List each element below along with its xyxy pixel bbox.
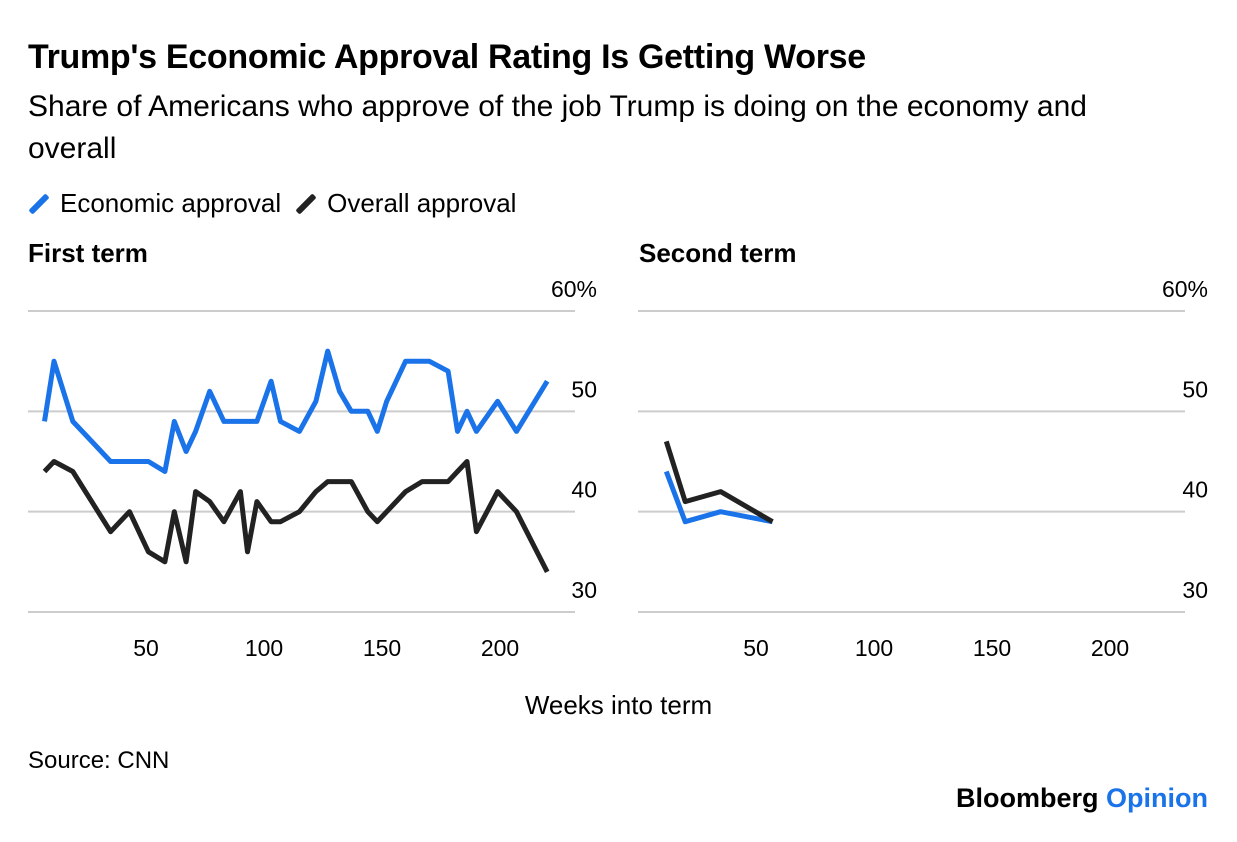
legend: Economic approval Overall approval	[28, 188, 530, 219]
x-tick-label-200: 200	[1091, 635, 1129, 661]
x-tick-label-200: 200	[481, 635, 519, 661]
series-line-economic	[663, 470, 773, 525]
panel-first-term: 30 40 50 60% 50 100 150 200	[28, 276, 597, 661]
y-tick-label-40: 40	[571, 477, 597, 503]
panel-title-first-term: First term	[28, 238, 148, 268]
legend-item-overall: Overall approval	[295, 188, 516, 219]
legend-item-economic: Economic approval	[28, 188, 281, 219]
y-tick-label-40: 40	[1182, 477, 1208, 503]
legend-label-economic: Economic approval	[60, 188, 282, 218]
chart-subtitle: Share of Americans who approve of the jo…	[28, 90, 1087, 165]
y-tick-label-30: 30	[571, 577, 597, 603]
y-tick-label-30: 30	[1182, 577, 1208, 603]
y-tick-label-50: 50	[571, 376, 597, 402]
x-tick-label-50: 50	[743, 635, 769, 661]
y-tick-label-60: 60%	[551, 276, 597, 302]
x-axis-label: Weeks into term	[524, 690, 713, 720]
x-tick-label-150: 150	[363, 635, 401, 661]
brand-logo: Bloomberg Opinion	[956, 783, 1208, 814]
brand-name: Bloomberg	[955, 783, 1099, 813]
brand-accent: Opinion	[1106, 783, 1208, 813]
x-tick-label-100: 100	[855, 635, 893, 661]
series-line-economic	[42, 348, 550, 474]
y-tick-label-50: 50	[1182, 376, 1208, 402]
source-note: Source: CNN	[28, 747, 170, 774]
chart-title: Trump's Economic Approval Rating Is Gett…	[28, 38, 866, 76]
x-tick-label-50: 50	[133, 635, 159, 661]
y-tick-label-60: 60%	[1162, 276, 1208, 302]
legend-label-overall: Overall approval	[327, 188, 517, 218]
series-line-overall	[663, 440, 774, 524]
panel-second-term: 30 40 50 60% 50 100 150 200	[638, 276, 1208, 661]
panel-title-second-term: Second term	[639, 238, 797, 268]
x-tick-label-100: 100	[245, 635, 283, 661]
series-line-overall	[42, 459, 550, 574]
x-tick-label-150: 150	[973, 635, 1011, 661]
